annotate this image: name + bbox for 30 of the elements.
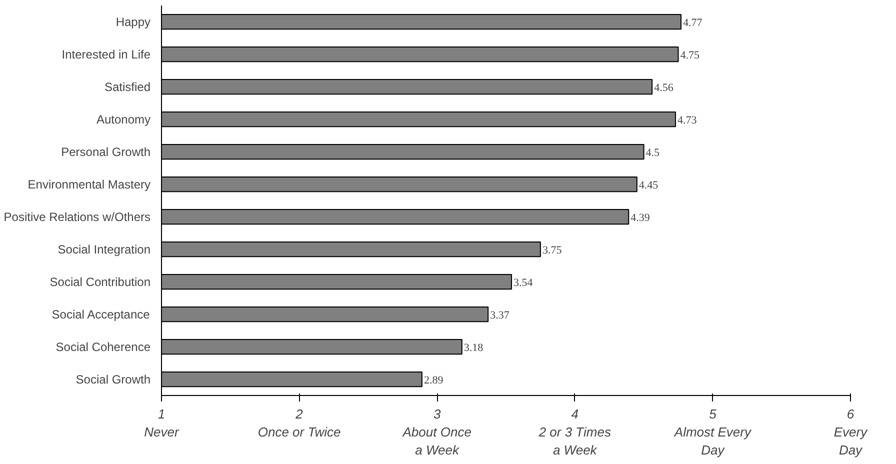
data-label: 3.75 xyxy=(542,244,562,256)
data-label: 3.54 xyxy=(514,276,534,289)
x-tick-label: 5 Almost Every Day xyxy=(673,406,752,458)
data-label: 4.77 xyxy=(683,16,703,29)
x-tick-label: 6 Every Day xyxy=(834,406,869,458)
y-tick-label: Happy xyxy=(116,14,150,29)
y-tick-label: Satisfied xyxy=(104,80,151,94)
data-label: 4.56 xyxy=(654,82,674,94)
y-tick-label: Autonomy xyxy=(96,112,150,126)
data-label: 4.45 xyxy=(638,179,659,192)
y-tick-label: Social Contribution xyxy=(50,274,151,289)
y-tick-label: Social Growth xyxy=(76,372,151,386)
data-label: 3.18 xyxy=(464,342,484,354)
x-tick-label: 4 2 or 3 Times a Week xyxy=(538,406,612,458)
y-tick-label: Social Integration xyxy=(58,242,151,256)
x-tick-label: 1 Never xyxy=(144,406,180,440)
data-label: 2.89 xyxy=(424,374,444,386)
data-label: 4.75 xyxy=(680,49,700,62)
y-tick-label: Social Acceptance xyxy=(52,307,150,322)
y-tick-label: Environmental Mastery xyxy=(28,177,151,192)
data-label: 3.37 xyxy=(490,309,510,322)
x-tick-label: 2 Once or Twice xyxy=(258,406,341,440)
data-label: 4.39 xyxy=(630,212,650,224)
y-tick-label: Positive Relations w/Others xyxy=(4,210,151,224)
x-tick-label: 3 About Once a Week xyxy=(402,406,472,458)
y-tick-label: Personal Growth xyxy=(61,144,150,159)
y-tick-label: Interested in Life xyxy=(62,47,151,62)
data-label: 4.73 xyxy=(677,114,698,126)
y-tick-label: Social Coherence xyxy=(56,340,151,354)
data-label: 4.5 xyxy=(646,146,660,159)
